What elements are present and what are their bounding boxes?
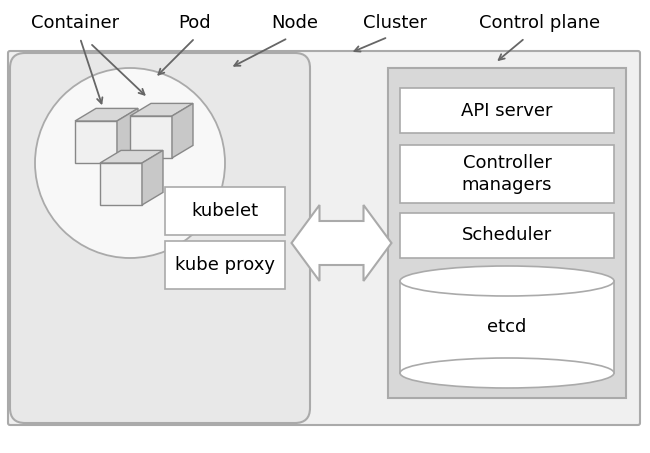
Ellipse shape — [400, 266, 614, 296]
Polygon shape — [75, 121, 117, 163]
Polygon shape — [130, 103, 193, 116]
Circle shape — [35, 68, 225, 258]
Text: Cluster: Cluster — [363, 14, 427, 32]
Text: Controller
managers: Controller managers — [462, 154, 552, 194]
Text: kube proxy: kube proxy — [175, 256, 275, 274]
Ellipse shape — [400, 358, 614, 388]
Polygon shape — [400, 281, 614, 373]
Polygon shape — [142, 150, 163, 205]
FancyBboxPatch shape — [388, 68, 626, 398]
Polygon shape — [117, 108, 138, 163]
Text: Pod: Pod — [179, 14, 211, 32]
Polygon shape — [75, 108, 138, 121]
Polygon shape — [291, 205, 391, 281]
Polygon shape — [172, 103, 193, 158]
Polygon shape — [130, 116, 172, 158]
FancyBboxPatch shape — [165, 187, 285, 235]
FancyBboxPatch shape — [400, 145, 614, 203]
Text: Control plane: Control plane — [480, 14, 601, 32]
Text: etcd: etcd — [488, 318, 526, 336]
Polygon shape — [100, 150, 163, 163]
Text: Scheduler: Scheduler — [462, 226, 552, 245]
FancyBboxPatch shape — [400, 213, 614, 258]
Text: Container: Container — [31, 14, 119, 32]
Text: API server: API server — [462, 101, 552, 120]
FancyBboxPatch shape — [400, 88, 614, 133]
Text: kubelet: kubelet — [192, 202, 259, 220]
FancyBboxPatch shape — [8, 51, 640, 425]
Polygon shape — [100, 163, 142, 205]
Text: Node: Node — [272, 14, 318, 32]
FancyBboxPatch shape — [10, 53, 310, 423]
FancyBboxPatch shape — [165, 241, 285, 289]
